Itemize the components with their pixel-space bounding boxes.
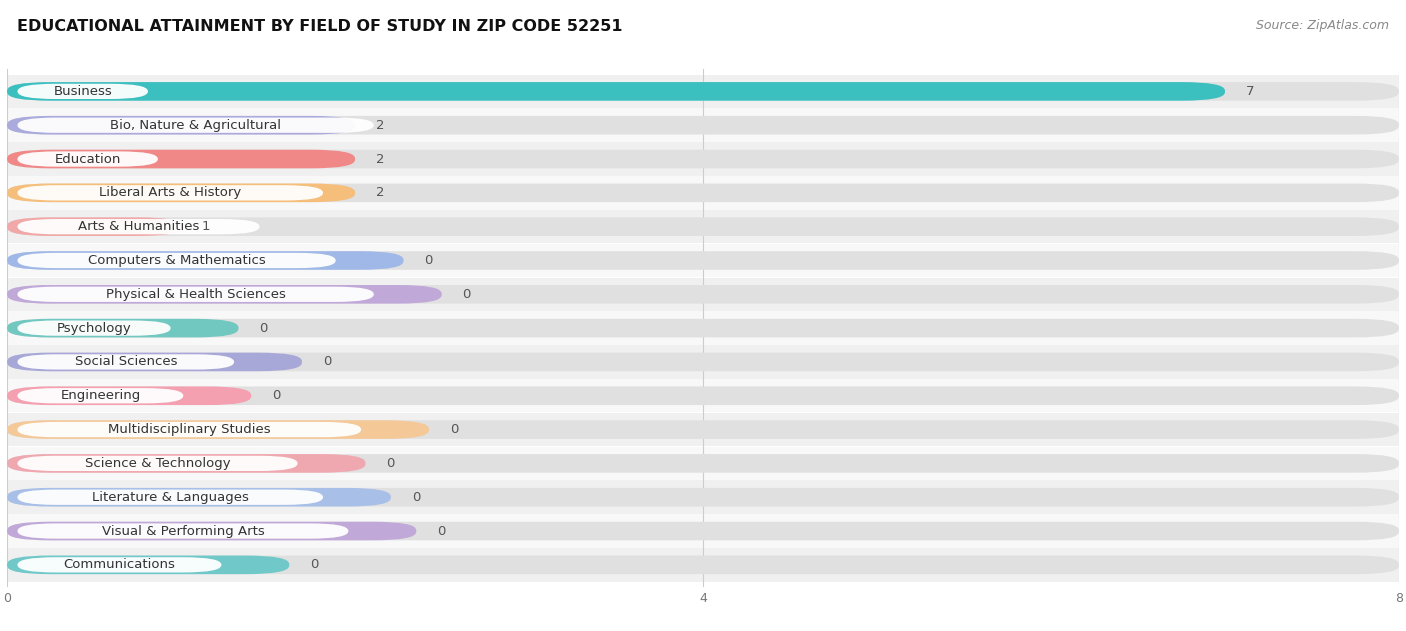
Text: Science & Technology: Science & Technology	[84, 457, 231, 470]
FancyBboxPatch shape	[7, 319, 1399, 338]
FancyBboxPatch shape	[7, 109, 1399, 142]
Text: 2: 2	[375, 153, 384, 165]
Text: 0: 0	[387, 457, 395, 470]
FancyBboxPatch shape	[7, 251, 1399, 270]
Text: Visual & Performing Arts: Visual & Performing Arts	[101, 524, 264, 538]
Text: 0: 0	[311, 558, 319, 571]
FancyBboxPatch shape	[17, 286, 374, 302]
FancyBboxPatch shape	[7, 150, 1399, 168]
Text: 0: 0	[412, 491, 420, 504]
FancyBboxPatch shape	[7, 116, 1399, 134]
Text: 1: 1	[202, 220, 211, 233]
Text: Communications: Communications	[63, 558, 176, 571]
FancyBboxPatch shape	[7, 488, 391, 507]
FancyBboxPatch shape	[17, 557, 221, 572]
FancyBboxPatch shape	[17, 186, 323, 201]
FancyBboxPatch shape	[7, 555, 1399, 574]
FancyBboxPatch shape	[7, 514, 1399, 548]
FancyBboxPatch shape	[7, 285, 1399, 304]
FancyBboxPatch shape	[7, 345, 1399, 379]
FancyBboxPatch shape	[17, 253, 336, 268]
Text: Psychology: Psychology	[56, 322, 131, 334]
FancyBboxPatch shape	[7, 548, 1399, 582]
FancyBboxPatch shape	[17, 422, 361, 437]
FancyBboxPatch shape	[7, 184, 354, 202]
FancyBboxPatch shape	[7, 210, 1399, 244]
Text: Social Sciences: Social Sciences	[75, 355, 177, 369]
Text: Education: Education	[55, 153, 121, 165]
FancyBboxPatch shape	[7, 454, 1399, 473]
FancyBboxPatch shape	[7, 488, 1399, 507]
FancyBboxPatch shape	[17, 321, 170, 336]
FancyBboxPatch shape	[7, 353, 1399, 371]
Text: Business: Business	[53, 85, 112, 98]
FancyBboxPatch shape	[17, 84, 148, 99]
FancyBboxPatch shape	[7, 555, 290, 574]
FancyBboxPatch shape	[17, 219, 260, 234]
FancyBboxPatch shape	[7, 285, 441, 304]
FancyBboxPatch shape	[7, 420, 429, 439]
FancyBboxPatch shape	[7, 480, 1399, 514]
FancyBboxPatch shape	[7, 278, 1399, 311]
Text: Source: ZipAtlas.com: Source: ZipAtlas.com	[1256, 19, 1389, 32]
Text: 2: 2	[375, 119, 384, 132]
Text: Literature & Languages: Literature & Languages	[91, 491, 249, 504]
FancyBboxPatch shape	[7, 217, 1399, 236]
FancyBboxPatch shape	[7, 142, 1399, 176]
FancyBboxPatch shape	[7, 353, 302, 371]
FancyBboxPatch shape	[7, 386, 252, 405]
Text: Engineering: Engineering	[60, 389, 141, 402]
FancyBboxPatch shape	[7, 116, 354, 134]
FancyBboxPatch shape	[7, 176, 1399, 209]
Text: EDUCATIONAL ATTAINMENT BY FIELD OF STUDY IN ZIP CODE 52251: EDUCATIONAL ATTAINMENT BY FIELD OF STUDY…	[17, 19, 623, 34]
Text: 7: 7	[1246, 85, 1254, 98]
Text: 0: 0	[425, 254, 433, 267]
FancyBboxPatch shape	[17, 117, 374, 133]
FancyBboxPatch shape	[7, 522, 1399, 540]
Text: 0: 0	[450, 423, 458, 436]
FancyBboxPatch shape	[17, 490, 323, 505]
FancyBboxPatch shape	[7, 217, 181, 236]
Text: 2: 2	[375, 186, 384, 199]
FancyBboxPatch shape	[7, 454, 366, 473]
Text: Bio, Nature & Agricultural: Bio, Nature & Agricultural	[110, 119, 281, 132]
Text: Multidisciplinary Studies: Multidisciplinary Studies	[108, 423, 270, 436]
FancyBboxPatch shape	[17, 151, 157, 167]
FancyBboxPatch shape	[17, 456, 298, 471]
Text: 0: 0	[463, 288, 471, 301]
Text: Physical & Health Sciences: Physical & Health Sciences	[105, 288, 285, 301]
Text: 0: 0	[437, 524, 446, 538]
FancyBboxPatch shape	[7, 82, 1399, 101]
FancyBboxPatch shape	[7, 420, 1399, 439]
FancyBboxPatch shape	[17, 355, 233, 370]
Text: Liberal Arts & History: Liberal Arts & History	[98, 186, 242, 199]
FancyBboxPatch shape	[7, 311, 1399, 345]
Text: 0: 0	[323, 355, 332, 369]
FancyBboxPatch shape	[7, 413, 1399, 446]
FancyBboxPatch shape	[7, 379, 1399, 413]
Text: Computers & Mathematics: Computers & Mathematics	[87, 254, 266, 267]
FancyBboxPatch shape	[7, 251, 404, 270]
FancyBboxPatch shape	[7, 150, 354, 168]
FancyBboxPatch shape	[7, 74, 1399, 108]
Text: Arts & Humanities: Arts & Humanities	[77, 220, 200, 233]
Text: 0: 0	[259, 322, 267, 334]
Text: 0: 0	[271, 389, 280, 402]
FancyBboxPatch shape	[7, 386, 1399, 405]
FancyBboxPatch shape	[17, 388, 183, 403]
FancyBboxPatch shape	[17, 523, 349, 539]
FancyBboxPatch shape	[7, 244, 1399, 277]
FancyBboxPatch shape	[7, 522, 416, 540]
FancyBboxPatch shape	[7, 319, 239, 338]
FancyBboxPatch shape	[7, 447, 1399, 480]
FancyBboxPatch shape	[7, 82, 1225, 101]
FancyBboxPatch shape	[7, 184, 1399, 202]
